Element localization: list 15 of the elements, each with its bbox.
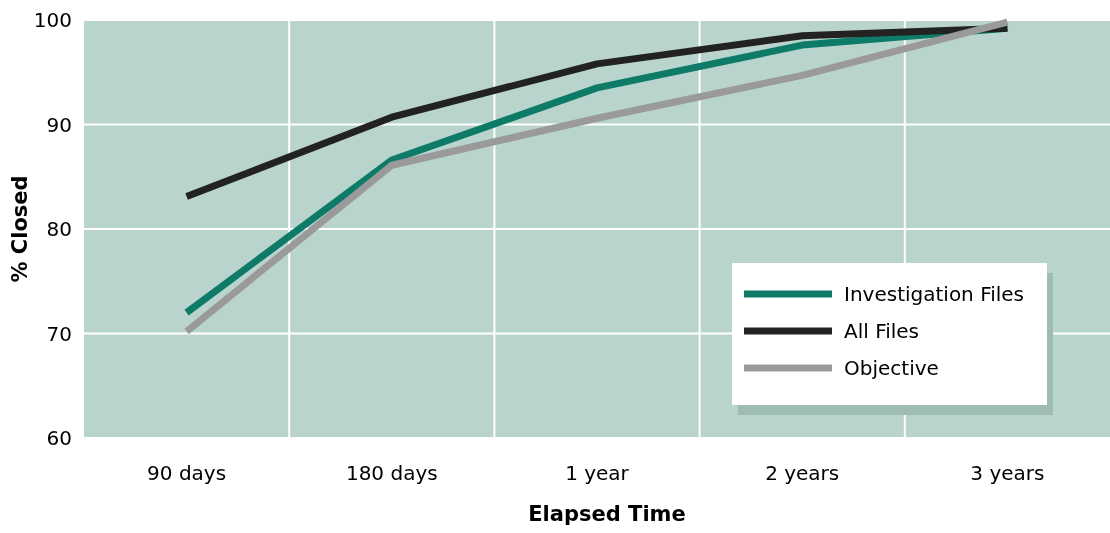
- y-axis-title: % Closed: [8, 175, 32, 283]
- x-tick-label: 180 days: [345, 461, 438, 485]
- legend-label: Investigation Files: [844, 282, 1025, 306]
- x-tick-label: 90 days: [147, 461, 227, 485]
- x-axis-title: Elapsed Time: [528, 502, 686, 526]
- y-tick-label: 70: [46, 321, 72, 346]
- y-tick-label: 100: [33, 8, 72, 32]
- y-tick-label: 60: [46, 426, 72, 450]
- x-tick-label: 2 years: [765, 461, 840, 485]
- x-tick-label: 3 years: [970, 461, 1045, 485]
- legend-label: All Files: [844, 319, 920, 343]
- y-tick-label: 90: [46, 112, 72, 137]
- y-tick-label: 80: [46, 217, 72, 241]
- legend-label: Objective: [844, 356, 939, 380]
- x-tick-label: 1 year: [565, 461, 630, 485]
